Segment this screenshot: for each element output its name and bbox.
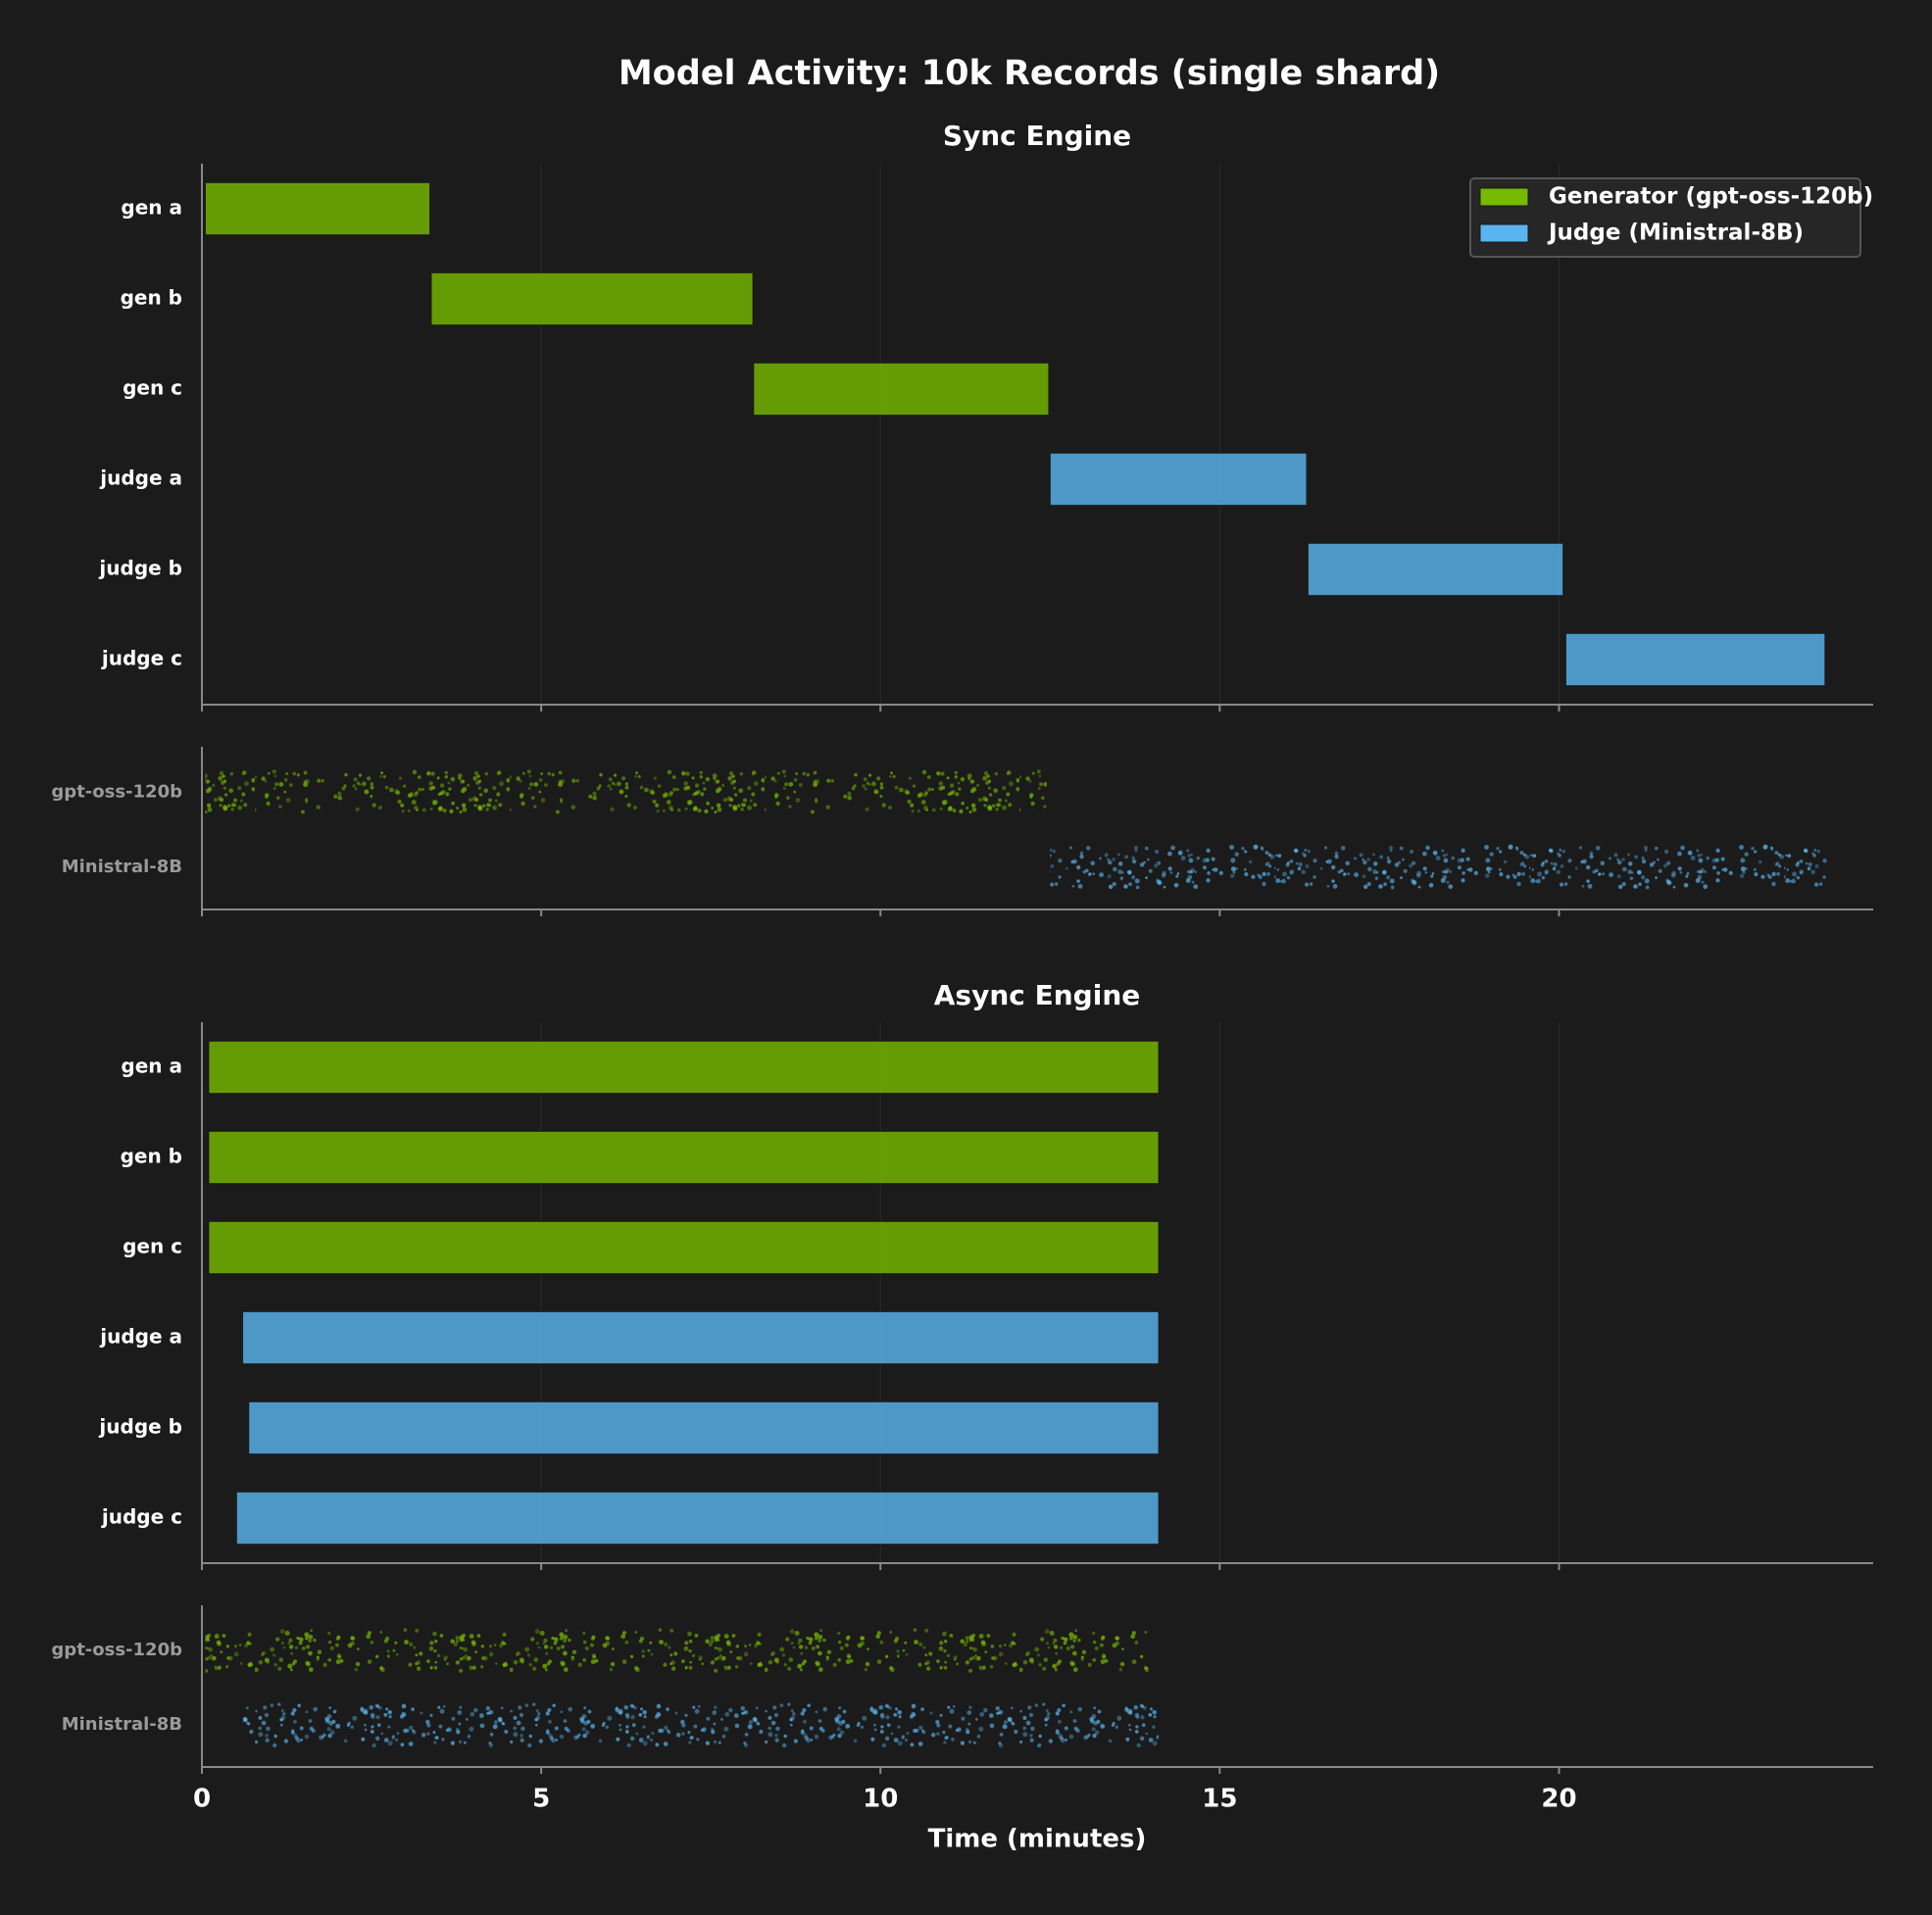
y-tick-label: gen b (121, 286, 182, 310)
x-tick-label: 20 (1541, 1785, 1576, 1814)
bar (235, 1491, 1160, 1546)
bar (208, 1130, 1160, 1185)
legend-swatch (1479, 187, 1529, 207)
y-tick-label: gen a (121, 196, 182, 220)
y-tick-label: judge b (98, 1415, 182, 1439)
x-tick-label: 15 (1202, 1785, 1237, 1814)
y-tick-label: gen b (121, 1145, 182, 1168)
y-tick-label: judge c (101, 647, 182, 670)
y-tick-label: gen c (123, 376, 182, 400)
legend-label: Judge (Ministral-8B) (1547, 221, 1804, 246)
bar (204, 181, 431, 236)
subplot-title: Async Engine (934, 979, 1141, 1011)
subplot-title: Sync Engine (943, 120, 1131, 152)
x-tick-label: 10 (863, 1785, 898, 1814)
y-tick-label: Ministral-8B (62, 857, 182, 877)
y-tick-label: gpt-oss-120b (51, 781, 182, 802)
legend-box (1469, 177, 1861, 258)
y-tick-label: gpt-oss-120b (51, 1640, 182, 1660)
activity-strip (242, 1702, 1160, 1748)
bar (242, 1310, 1160, 1365)
bar (753, 362, 1050, 417)
y-tick-label: judge a (99, 1325, 182, 1349)
y-tick-label: judge b (98, 557, 182, 580)
legend-label: Generator (gpt-oss-120b) (1549, 184, 1873, 210)
activity-strip (205, 769, 1047, 815)
bar (1564, 632, 1826, 687)
y-tick-label: judge a (99, 466, 182, 490)
legend-swatch (1479, 223, 1529, 243)
bar (248, 1400, 1160, 1455)
bar (208, 1040, 1160, 1095)
activity-strip (1050, 844, 1827, 891)
y-tick-label: gen c (123, 1235, 182, 1258)
x-axis-label: Time (minutes) (928, 1825, 1147, 1854)
y-tick-label: Ministral-8B (62, 1714, 182, 1735)
activity-strip (205, 1628, 1149, 1674)
bar (1049, 452, 1308, 507)
y-tick-label: gen a (121, 1055, 182, 1078)
bar (1307, 542, 1564, 597)
x-tick-label: 0 (193, 1785, 211, 1814)
chart-title: Model Activity: 10k Records (single shar… (619, 54, 1440, 93)
legend: Generator (gpt-oss-120b) Judge (Ministral… (1469, 177, 1873, 258)
x-tick-label: 5 (532, 1785, 550, 1814)
bar (430, 271, 754, 326)
y-tick-label: judge c (101, 1505, 182, 1529)
bar (208, 1220, 1160, 1275)
